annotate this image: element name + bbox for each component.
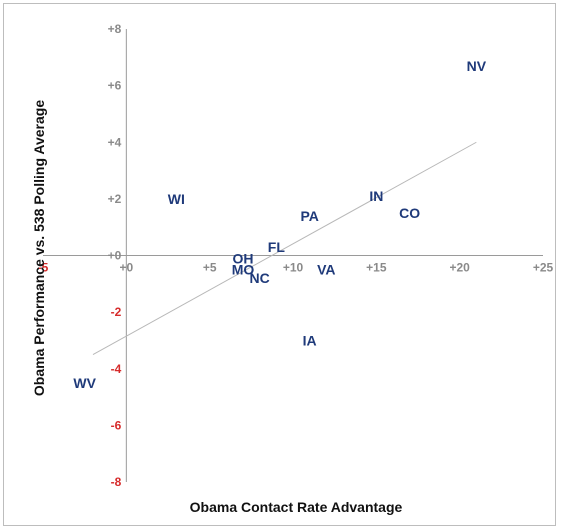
point-label-va: VA [317, 262, 335, 278]
point-label-oh: OH [233, 250, 254, 266]
y-tick-label: +6 [108, 79, 122, 93]
x-tick-labels: -5 +0 +5 +10 +15 +20 +25 [38, 261, 554, 275]
point-label-fl: FL [268, 239, 286, 255]
x-tick-label: +15 [366, 261, 387, 275]
point-label-nv: NV [467, 58, 487, 74]
x-tick-label: +20 [449, 261, 470, 275]
point-label-pa: PA [300, 208, 318, 224]
y-tick-label: +2 [108, 192, 122, 206]
x-tick-label: +25 [533, 261, 554, 275]
scatter-chart: -5 +0 +5 +10 +15 +20 +25 +8 +6 +4 +2 +0 -2 -4 -6 -8 NV… [31, 22, 554, 515]
point-label-nc: NC [250, 270, 270, 286]
y-tick-labels: +8 +6 +4 +2 +0 -2 -4 -6 -8 [108, 22, 122, 489]
y-tick-label: +8 [108, 22, 122, 36]
y-axis-label: Obama Performance vs. 538 Polling Averag… [31, 100, 47, 396]
y-tick-label: -2 [111, 305, 122, 319]
x-tick-label: +5 [203, 261, 217, 275]
point-label-wi: WI [168, 191, 185, 207]
y-tick-label: -6 [111, 418, 122, 432]
y-tick-label: -8 [111, 475, 122, 489]
y-tick-label: +4 [108, 135, 122, 149]
trendline [92, 141, 477, 356]
point-label-mo: MO [232, 262, 255, 278]
chart-frame: -5 +0 +5 +10 +15 +20 +25 +8 +6 +4 +2 +0 -2 -4 -6 -8 NV… [3, 3, 556, 526]
x-axis-label: Obama Contact Rate Advantage [190, 499, 403, 515]
x-tick-label: +10 [283, 261, 304, 275]
x-tick-label: +0 [119, 261, 133, 275]
point-label-wv: WV [73, 375, 96, 391]
y-tick-label: +0 [108, 249, 122, 263]
point-label-co: CO [399, 205, 420, 221]
x-tick-label: -5 [38, 261, 49, 275]
y-tick-label: -4 [111, 362, 122, 376]
point-label-ia: IA [303, 332, 317, 348]
point-label-in: IN [369, 188, 383, 204]
